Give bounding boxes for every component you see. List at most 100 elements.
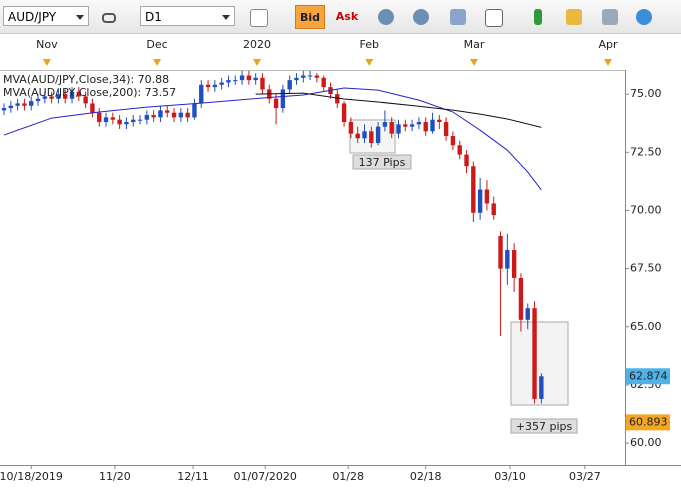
month-label: Feb	[360, 38, 379, 51]
x-tick-label: 01/07/2020	[233, 470, 296, 483]
candle-body	[8, 105, 14, 109]
candle-body	[532, 308, 537, 399]
candle-body	[76, 91, 82, 97]
x-tick-label: 03/10	[494, 470, 526, 483]
tool-icon[interactable]	[485, 9, 503, 27]
candle-body	[42, 96, 48, 99]
month-axis	[0, 34, 681, 70]
candle-body	[29, 101, 34, 106]
candle-body	[348, 122, 354, 134]
candle-body	[103, 117, 109, 123]
timeframe-select[interactable]: D1	[140, 6, 235, 26]
annotation: +357 pips	[516, 420, 573, 433]
tool-icon[interactable]	[602, 9, 618, 25]
ask-button[interactable]: Ask	[335, 10, 359, 23]
candle-body	[307, 75, 313, 77]
candle-body	[294, 77, 299, 81]
month-marker	[42, 59, 51, 66]
y-tick-label: 60.00	[630, 436, 662, 449]
candle-body	[403, 124, 408, 127]
tool-icon[interactable]	[636, 9, 652, 25]
price-tag-label: 62.874	[629, 369, 668, 382]
candle-body	[273, 98, 279, 109]
toolbar: AUD/JPY D1 Bid Ask	[0, 0, 681, 34]
annotation: 137 Pips	[359, 156, 406, 169]
candle-body	[178, 112, 184, 118]
candle-body	[69, 91, 75, 99]
candle-body	[491, 203, 496, 216]
symbol-select[interactable]: AUD/JPY	[3, 6, 89, 26]
candle-body	[63, 94, 68, 99]
chart-type-icon[interactable]	[250, 9, 268, 27]
candle-body	[375, 126, 381, 143]
candle-body	[165, 110, 170, 113]
tool-icon[interactable]	[450, 9, 466, 25]
annotation-box	[352, 154, 412, 170]
candle-body	[437, 119, 442, 123]
candle-body	[15, 103, 20, 106]
price-tag-label: 60.893	[629, 415, 668, 428]
candle-body	[137, 119, 143, 121]
candle-body	[477, 189, 483, 213]
candle-body	[56, 94, 61, 99]
candle-body	[423, 122, 428, 132]
x-tick-label: 12/11	[177, 470, 209, 483]
candle-body	[226, 80, 231, 83]
candle-body	[185, 112, 190, 118]
candle-body	[90, 103, 95, 113]
legend-entry: MVA(AUD/JPY,Close,34): 70.88	[3, 73, 169, 86]
candle-body	[239, 75, 245, 81]
y-tick-label: 67.50	[630, 262, 662, 275]
price-tag	[626, 414, 670, 431]
month-label: Dec	[146, 38, 167, 51]
candle-body	[212, 84, 218, 88]
candle-body	[233, 80, 238, 82]
price-tag	[626, 368, 670, 385]
candle-body	[199, 84, 204, 104]
tool-icon[interactable]	[378, 9, 394, 25]
candle-body	[505, 250, 510, 269]
candle-body	[382, 122, 388, 127]
y-tick-label: 70.00	[630, 203, 662, 216]
tool-icon[interactable]	[566, 9, 582, 25]
candle-body	[151, 115, 156, 118]
tool-icon[interactable]	[534, 9, 542, 25]
chart: 137 Pips +357 pips 60.0062.5065.0067.507…	[0, 34, 681, 483]
candle-body	[335, 94, 340, 104]
candle-body	[396, 124, 401, 134]
candle-body	[117, 119, 122, 125]
moving-average	[255, 92, 542, 128]
candle-body	[416, 122, 422, 125]
candle-body	[498, 236, 503, 269]
tool-icon[interactable]	[413, 9, 429, 25]
timeframe: D1	[145, 10, 162, 24]
month-marker	[365, 59, 374, 66]
symbol: AUD/JPY	[8, 10, 57, 24]
candle-body	[35, 98, 41, 102]
candle-body	[539, 376, 544, 399]
month-marker	[253, 59, 262, 66]
x-tick-label: 11/20	[99, 470, 131, 483]
candle-body	[280, 89, 286, 109]
candle-body	[205, 84, 211, 88]
candle-body	[443, 122, 449, 136]
legend-entry: MVA(AUD/JPY,Close,200): 73.57	[3, 86, 176, 99]
bid-button[interactable]: Bid	[295, 5, 325, 29]
candle-body	[409, 124, 415, 127]
candle-body	[192, 103, 197, 118]
candle-body	[362, 131, 367, 139]
candle-body	[158, 110, 163, 118]
candle-body	[518, 277, 524, 320]
candle-body	[301, 75, 306, 78]
candle-body	[49, 96, 54, 99]
month-marker	[603, 59, 612, 66]
candle-body	[22, 103, 27, 106]
candle-body	[287, 80, 292, 90]
month-marker	[470, 59, 479, 66]
link-icon[interactable]	[102, 13, 116, 23]
candle-body	[341, 103, 347, 123]
candle-body	[511, 250, 517, 278]
candle-body	[124, 122, 129, 125]
candle-body	[484, 189, 490, 204]
